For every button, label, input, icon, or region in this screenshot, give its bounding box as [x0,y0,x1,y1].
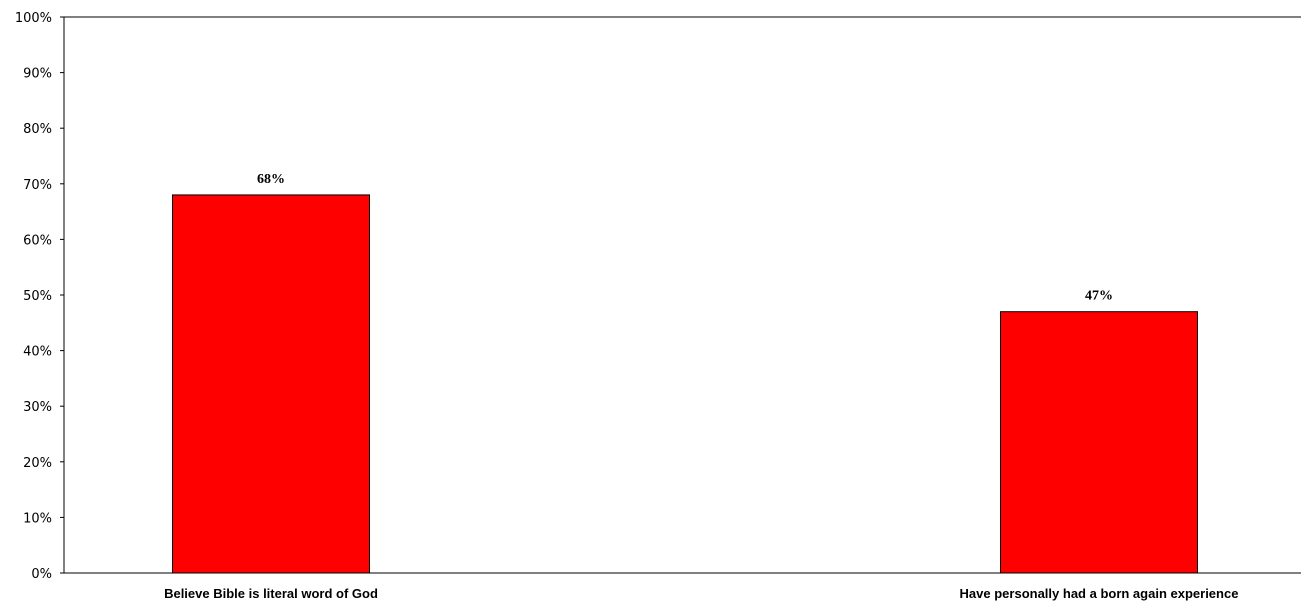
y-tick-label: 10% [23,511,52,526]
y-tick-label: 70% [23,178,52,193]
bar-value-label: 47% [1085,289,1113,304]
category-label: Believe Bible is literal word of God [164,586,378,601]
y-tick-label: 20% [23,456,52,471]
bar-series: 68% 47% [172,172,1198,574]
y-tick-label: 30% [23,400,52,415]
y-tick-label: 90% [23,67,52,82]
y-tick-label: 40% [23,345,52,360]
y-tick-label: 50% [23,289,52,304]
y-tick-label: 100% [15,11,52,26]
x-axis-category-labels: Believe Bible is literal word of God Have… [164,586,1238,601]
category-label: Have personally had a born again experie… [960,586,1239,601]
y-tick-label: 60% [23,233,52,248]
bar [172,194,370,574]
y-tick-label: 80% [23,122,52,137]
y-tick-label: 0% [31,567,52,582]
bar-value-label: 68% [257,172,285,187]
y-axis-ticks: 0% 10% 20% 30% 40% 50% 60% 70% 80% 90% 100% [15,11,64,582]
bar [1000,311,1198,574]
